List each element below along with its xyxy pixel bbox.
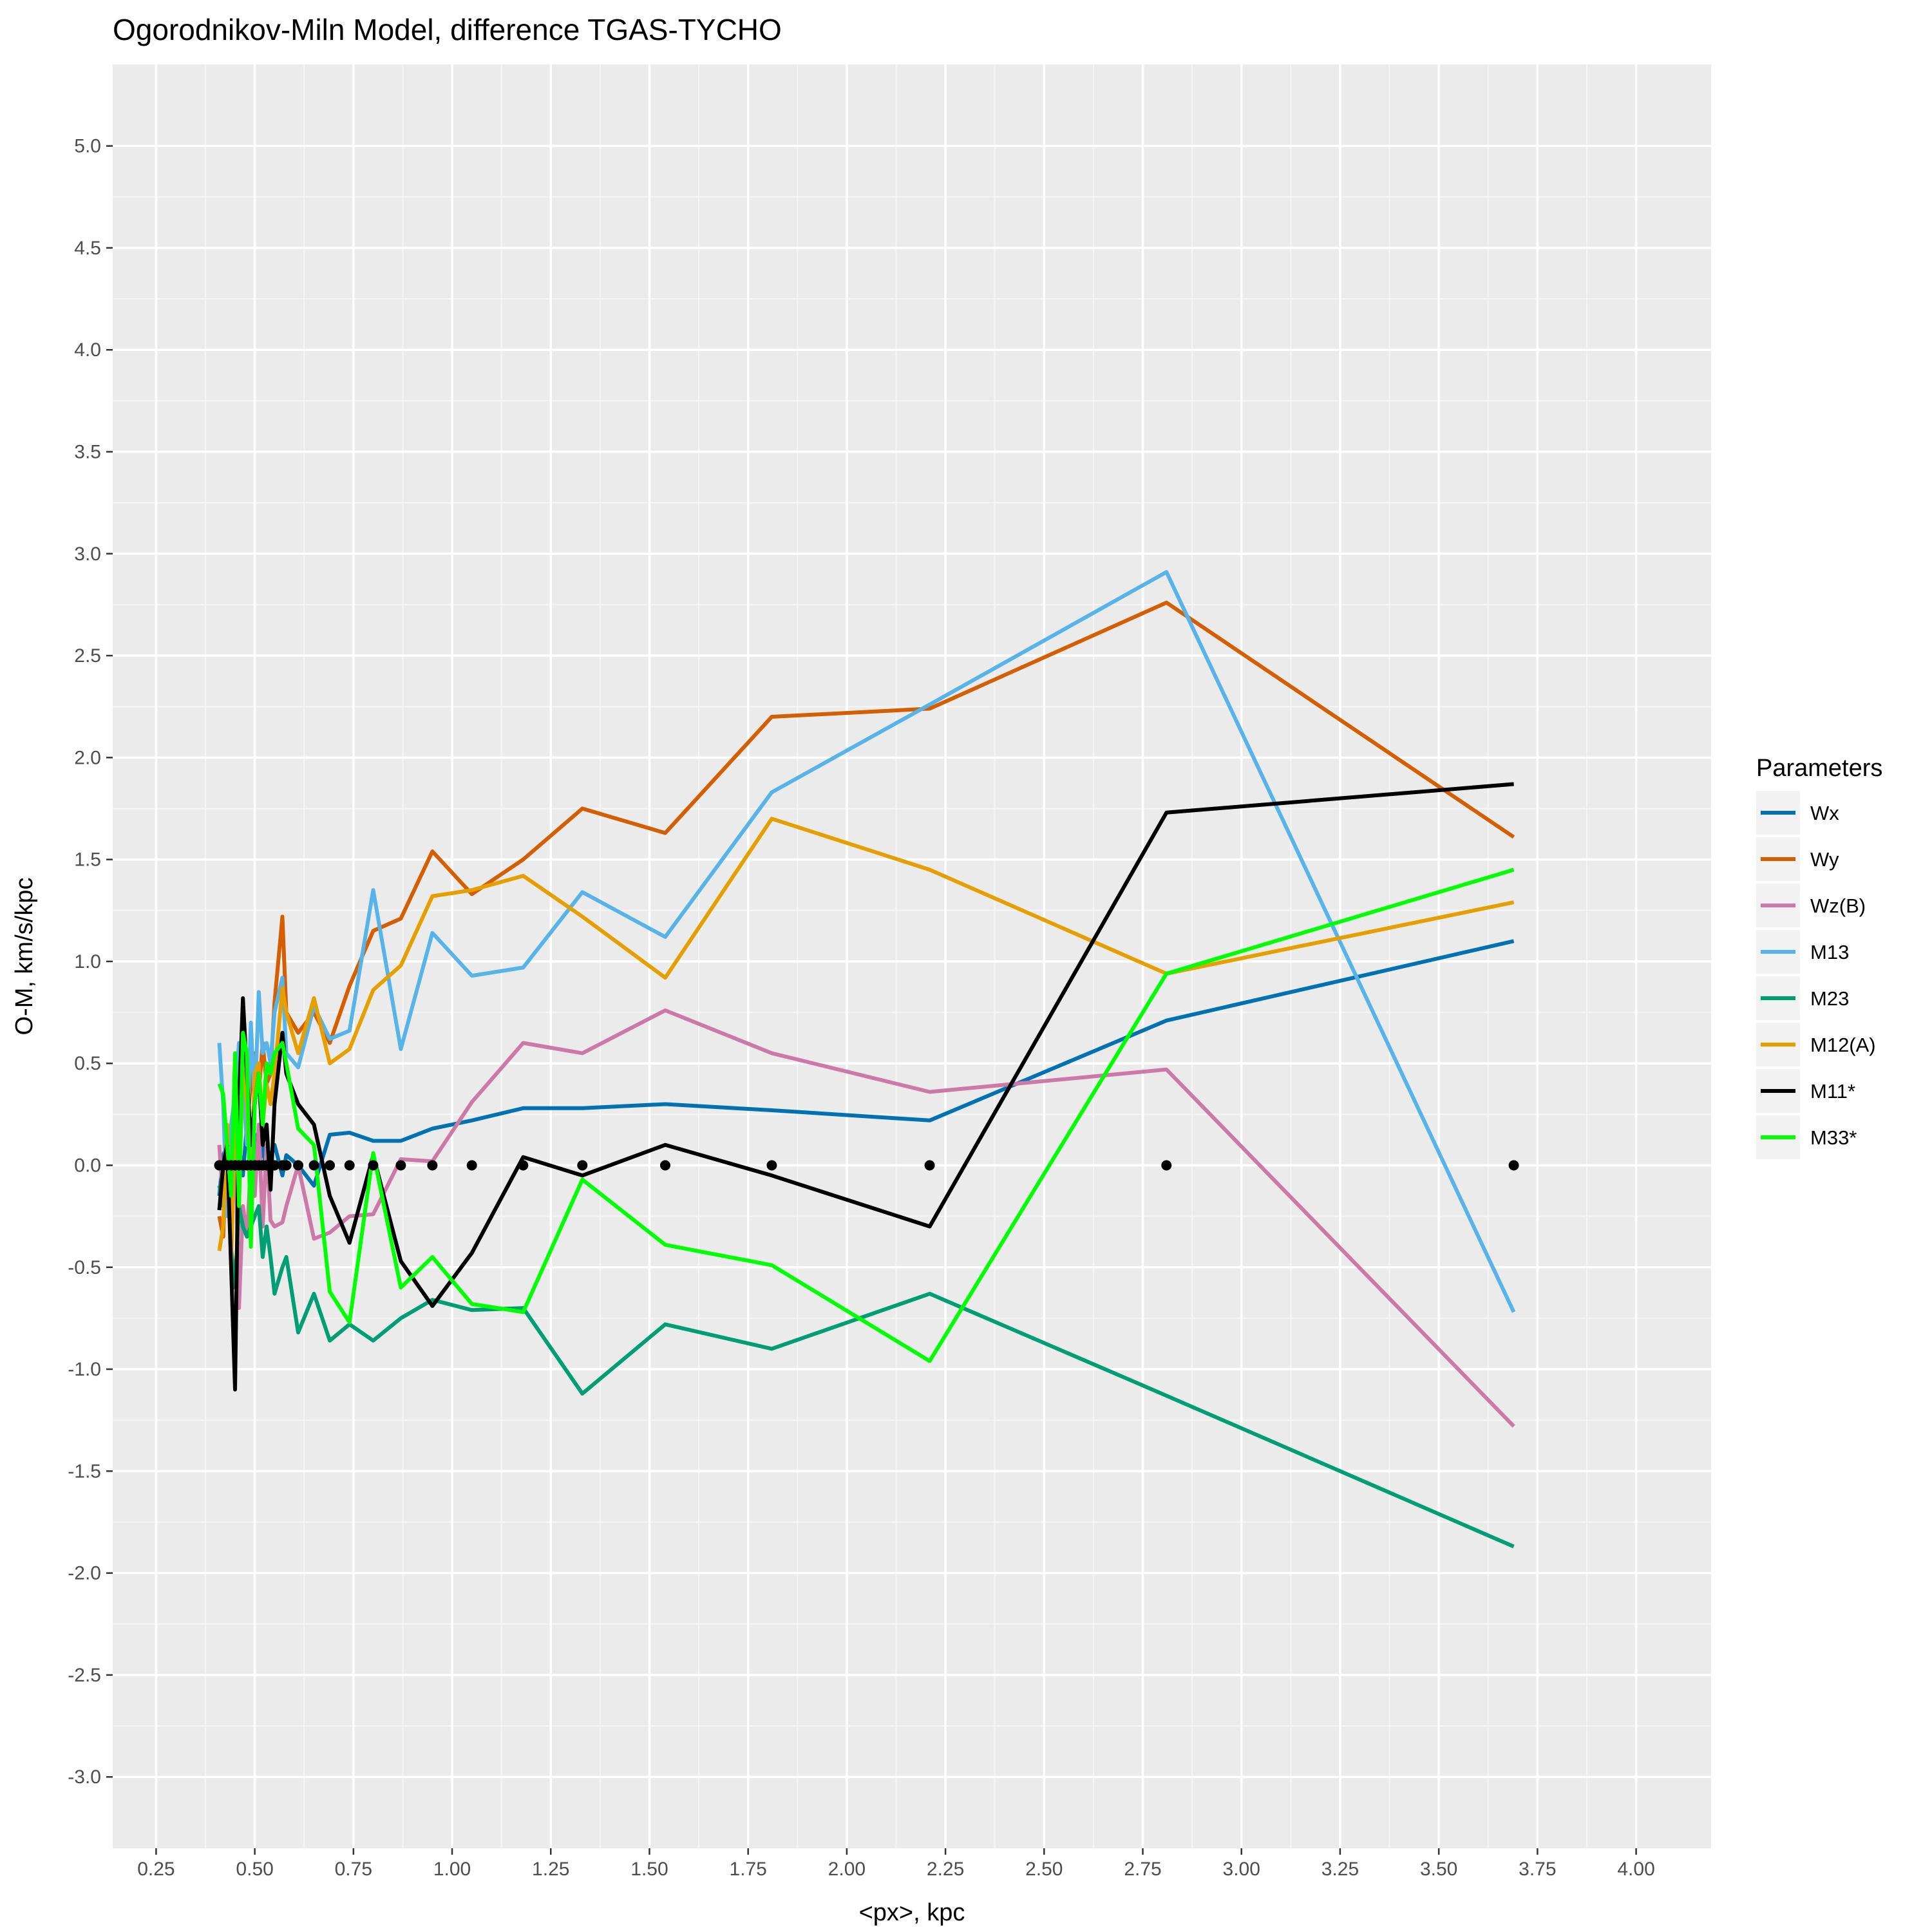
y-tick-label: 4.5	[74, 238, 101, 259]
series-line-m33	[217, 867, 1515, 1363]
data-point	[325, 1160, 336, 1171]
data-point	[659, 1160, 670, 1171]
data-point	[924, 1160, 935, 1171]
x-tick-label: 0.50	[236, 1859, 273, 1880]
series-line-wz-b	[217, 1008, 1515, 1428]
legend-label-wx: Wx	[1810, 802, 1839, 824]
y-tick-label: 3.0	[74, 544, 101, 565]
x-tick-label: 1.00	[433, 1859, 471, 1880]
x-axis-title: <px>, kpc	[859, 1899, 965, 1926]
legend-label-m12-a: M12(A)	[1810, 1034, 1876, 1056]
x-tick-label: 0.75	[335, 1859, 372, 1880]
x-tick-label: 2.75	[1124, 1859, 1161, 1880]
y-tick-label: -2.0	[68, 1563, 101, 1584]
x-tick-label: 2.25	[927, 1859, 964, 1880]
data-point	[1161, 1160, 1172, 1171]
x-tick-label: 3.25	[1321, 1859, 1359, 1880]
x-tick-label: 2.50	[1025, 1859, 1063, 1880]
data-point	[1508, 1160, 1519, 1171]
data-point	[427, 1160, 438, 1171]
x-tick-label: 4.00	[1617, 1859, 1654, 1880]
y-tick-label: -1.5	[68, 1461, 101, 1482]
x-tick-label: 3.75	[1519, 1859, 1556, 1880]
series-line-m23	[217, 1142, 1515, 1549]
y-tick-label: -2.5	[68, 1665, 101, 1686]
y-tick-label: 0.5	[74, 1053, 101, 1074]
data-point	[269, 1160, 280, 1171]
x-tick-label: 1.25	[532, 1859, 569, 1880]
data-point	[308, 1160, 319, 1171]
x-tick-label: 1.75	[729, 1859, 766, 1880]
x-tick-label: 3.50	[1420, 1859, 1457, 1880]
legend-items: Wx Wy Wz(B) M13 M23 M12(A) M11* M33*	[1756, 791, 1876, 1159]
x-axis-ticks: 0.25 0.50 0.75 1.00 1.25 1.50 1.75 2.00 2.25 2.50…	[137, 1848, 1655, 1880]
legend-title: Parameters	[1756, 755, 1882, 782]
x-tick-label: 2.00	[828, 1859, 866, 1880]
y-tick-label: 2.5	[74, 645, 101, 667]
y-tick-label: 0.0	[74, 1155, 101, 1176]
data-point	[368, 1160, 379, 1171]
y-axis-title: O-M, km/s/kpc	[11, 878, 38, 1036]
y-tick-label: 3.5	[74, 441, 101, 462]
chart-title: Ogorodnikov-Miln Model, difference TGAS-…	[113, 13, 782, 46]
y-tick-label: 1.5	[74, 849, 101, 871]
x-tick-label: 0.25	[137, 1859, 175, 1880]
y-tick-label: 5.0	[74, 136, 101, 157]
legend-label-m11: M11*	[1810, 1080, 1855, 1103]
y-axis-ticks: -3.0 -2.5 -2.0 -1.5 -1.0 -0.5 0.0 0.5 1.0 1.5 2.0 2…	[68, 136, 113, 1788]
x-tick-label: 3.00	[1223, 1859, 1260, 1880]
legend: Parameters Wx Wy Wz(B) M13 M23 M12(A) M11* M33*	[1756, 755, 1882, 1159]
y-tick-label: 2.0	[74, 747, 101, 768]
legend-label-m33: M33*	[1810, 1126, 1857, 1149]
y-tick-label: 1.0	[74, 951, 101, 972]
data-point	[395, 1160, 406, 1171]
legend-label-wy: Wy	[1810, 848, 1839, 871]
points-layer	[214, 1160, 1519, 1171]
data-point	[281, 1160, 292, 1171]
data-point	[293, 1160, 304, 1171]
data-point	[577, 1160, 588, 1171]
y-tick-label: -1.0	[68, 1359, 101, 1380]
grid-minor	[113, 64, 1711, 1848]
data-point	[466, 1160, 477, 1171]
y-tick-label: -0.5	[68, 1257, 101, 1278]
y-tick-label: -3.0	[68, 1766, 101, 1788]
legend-label-m13: M13	[1810, 941, 1849, 963]
data-point	[344, 1160, 355, 1171]
y-tick-label: 4.0	[74, 339, 101, 361]
legend-label-wz-b: Wz(B)	[1810, 895, 1866, 917]
x-tick-label: 1.50	[630, 1859, 668, 1880]
legend-label-m23: M23	[1810, 987, 1849, 1010]
data-point	[766, 1160, 777, 1171]
data-point	[518, 1160, 529, 1171]
